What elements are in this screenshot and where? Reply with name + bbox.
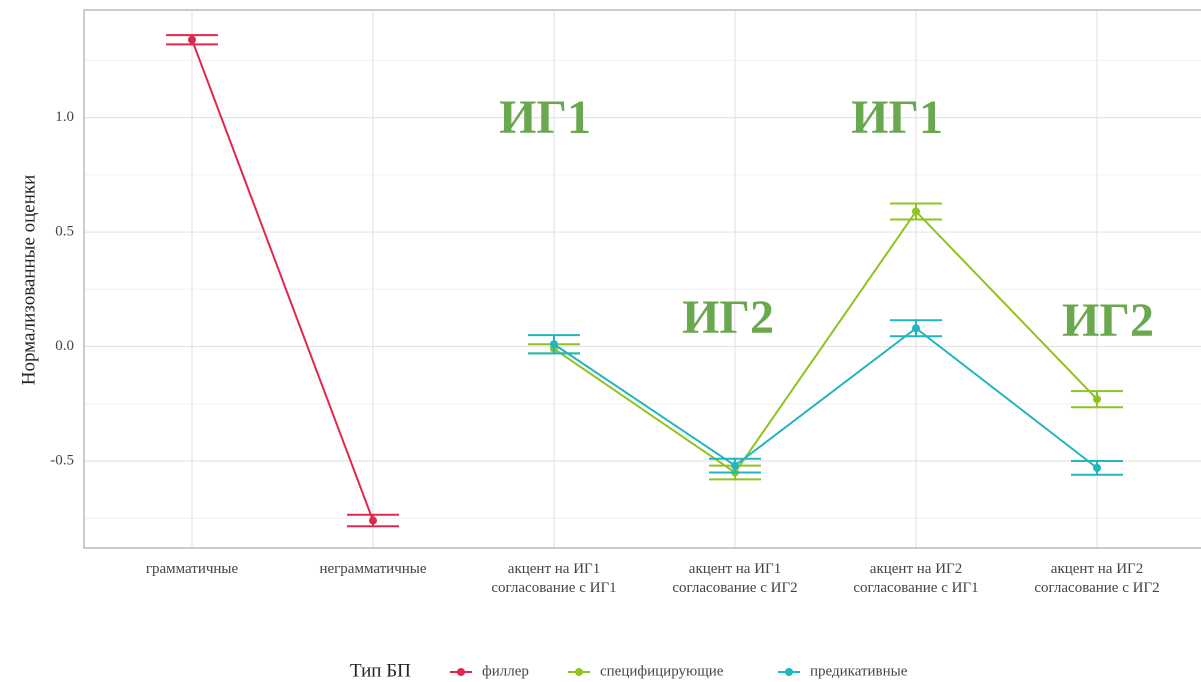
legend-swatch-dot [575,668,583,676]
legend-label: предикативные [810,663,908,679]
point [188,35,196,44]
plot-frame [83,9,1201,549]
annotation: ИГ1 [851,91,943,144]
y-tick-label: 0.0 [55,338,74,354]
legend-label: специфицирующие [600,663,724,679]
annotation: ИГ2 [1062,294,1154,347]
x-tick-label: грамматичные [145,561,239,577]
legend-swatch-dot [785,668,793,676]
legend-title: Тип БП [350,660,411,681]
point [1093,395,1101,404]
x-tick-label: неграмматичные [319,561,427,577]
point [912,324,920,333]
series-line [553,326,1098,469]
series-line [191,39,374,521]
legend-swatch-dot [457,668,465,676]
point [550,340,558,349]
point [1093,463,1101,472]
x-tick-label: акцент на ИГ1 согласование с ИГ2 [672,561,798,596]
annotation: ИГ2 [682,291,774,344]
y-tick-label: -0.5 [50,452,74,468]
point [912,207,920,216]
y-tick-label: 0.5 [55,224,74,240]
series-line [553,209,1098,474]
x-tick-label: акцент на ИГ1 согласование с ИГ1 [491,561,617,596]
y-tick-label: 1.0 [55,109,74,125]
x-tick-label: акцент на ИГ2 согласование с ИГ2 [1034,561,1160,596]
legend-label: филлер [482,663,529,679]
y-axis-label: Нормализованные оценки [18,175,39,386]
x-tick-label: акцент на ИГ2 согласование с ИГ1 [853,561,979,596]
point [369,516,377,525]
annotation: ИГ1 [499,91,591,144]
point [731,461,739,470]
